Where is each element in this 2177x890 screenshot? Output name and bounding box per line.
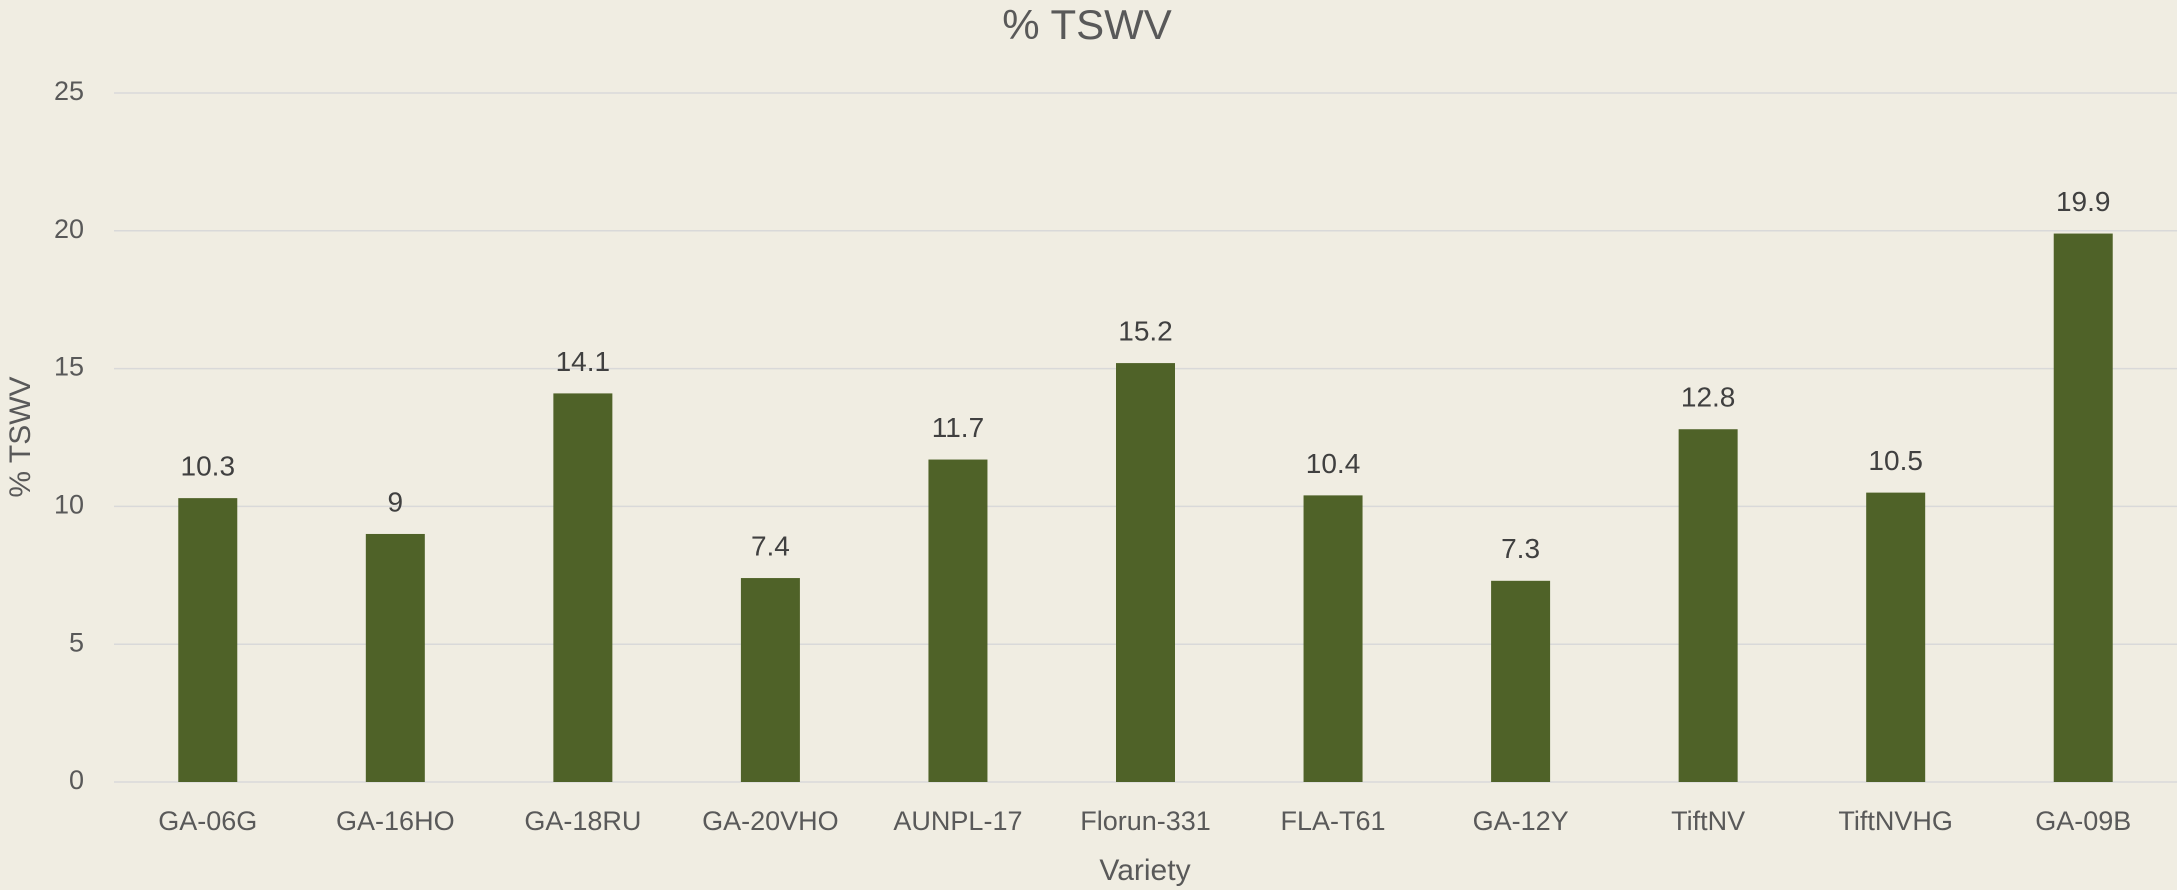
bar [178, 498, 238, 782]
y-tick-label: 15 [54, 352, 84, 382]
data-label: 7.3 [1501, 533, 1540, 564]
data-label: 12.8 [1681, 382, 1736, 413]
x-tick-label: GA-16HO [336, 806, 455, 836]
data-label: 15.2 [1118, 315, 1173, 346]
x-tick-label: Florun-331 [1080, 806, 1211, 836]
data-label: 19.9 [2056, 186, 2111, 217]
y-tick-label: 5 [69, 627, 84, 657]
bar [365, 533, 425, 782]
bar [740, 578, 800, 782]
data-label: 14.1 [556, 346, 611, 377]
chart-title: % TSWV [1002, 1, 1172, 48]
x-tick-label: TiftNVHG [1838, 806, 1953, 836]
x-tick-label: GA-20VHO [702, 806, 839, 836]
y-tick-label: 25 [54, 76, 84, 106]
x-tick-label: GA-18RU [524, 806, 641, 836]
data-label: 10.5 [1868, 445, 1923, 476]
data-label: 10.3 [181, 451, 236, 482]
x-tick-label: GA-09B [2035, 806, 2131, 836]
data-label: 9 [388, 486, 404, 517]
x-axis-title: Variety [1099, 854, 1190, 887]
x-tick-label: GA-12Y [1473, 806, 1569, 836]
y-tick-label: 0 [69, 765, 84, 795]
x-tick-label: TiftNV [1671, 806, 1745, 836]
x-tick-label: FLA-T61 [1281, 806, 1386, 836]
bar [1303, 495, 1363, 782]
data-label: 10.4 [1306, 448, 1361, 479]
bar [2053, 233, 2113, 782]
y-tick-label: 20 [54, 214, 84, 244]
bar [1491, 580, 1551, 782]
bar [1866, 492, 1926, 782]
bar [928, 459, 988, 782]
bar [1678, 429, 1738, 782]
y-axis-title: % TSWV [4, 376, 37, 497]
x-tick-label: GA-06G [158, 806, 257, 836]
data-label: 11.7 [932, 412, 984, 443]
bar [1116, 363, 1175, 782]
x-tick-label: AUNPL-17 [893, 806, 1022, 836]
y-tick-label: 10 [54, 490, 84, 520]
data-label: 7.4 [751, 530, 790, 561]
bar [553, 393, 613, 782]
